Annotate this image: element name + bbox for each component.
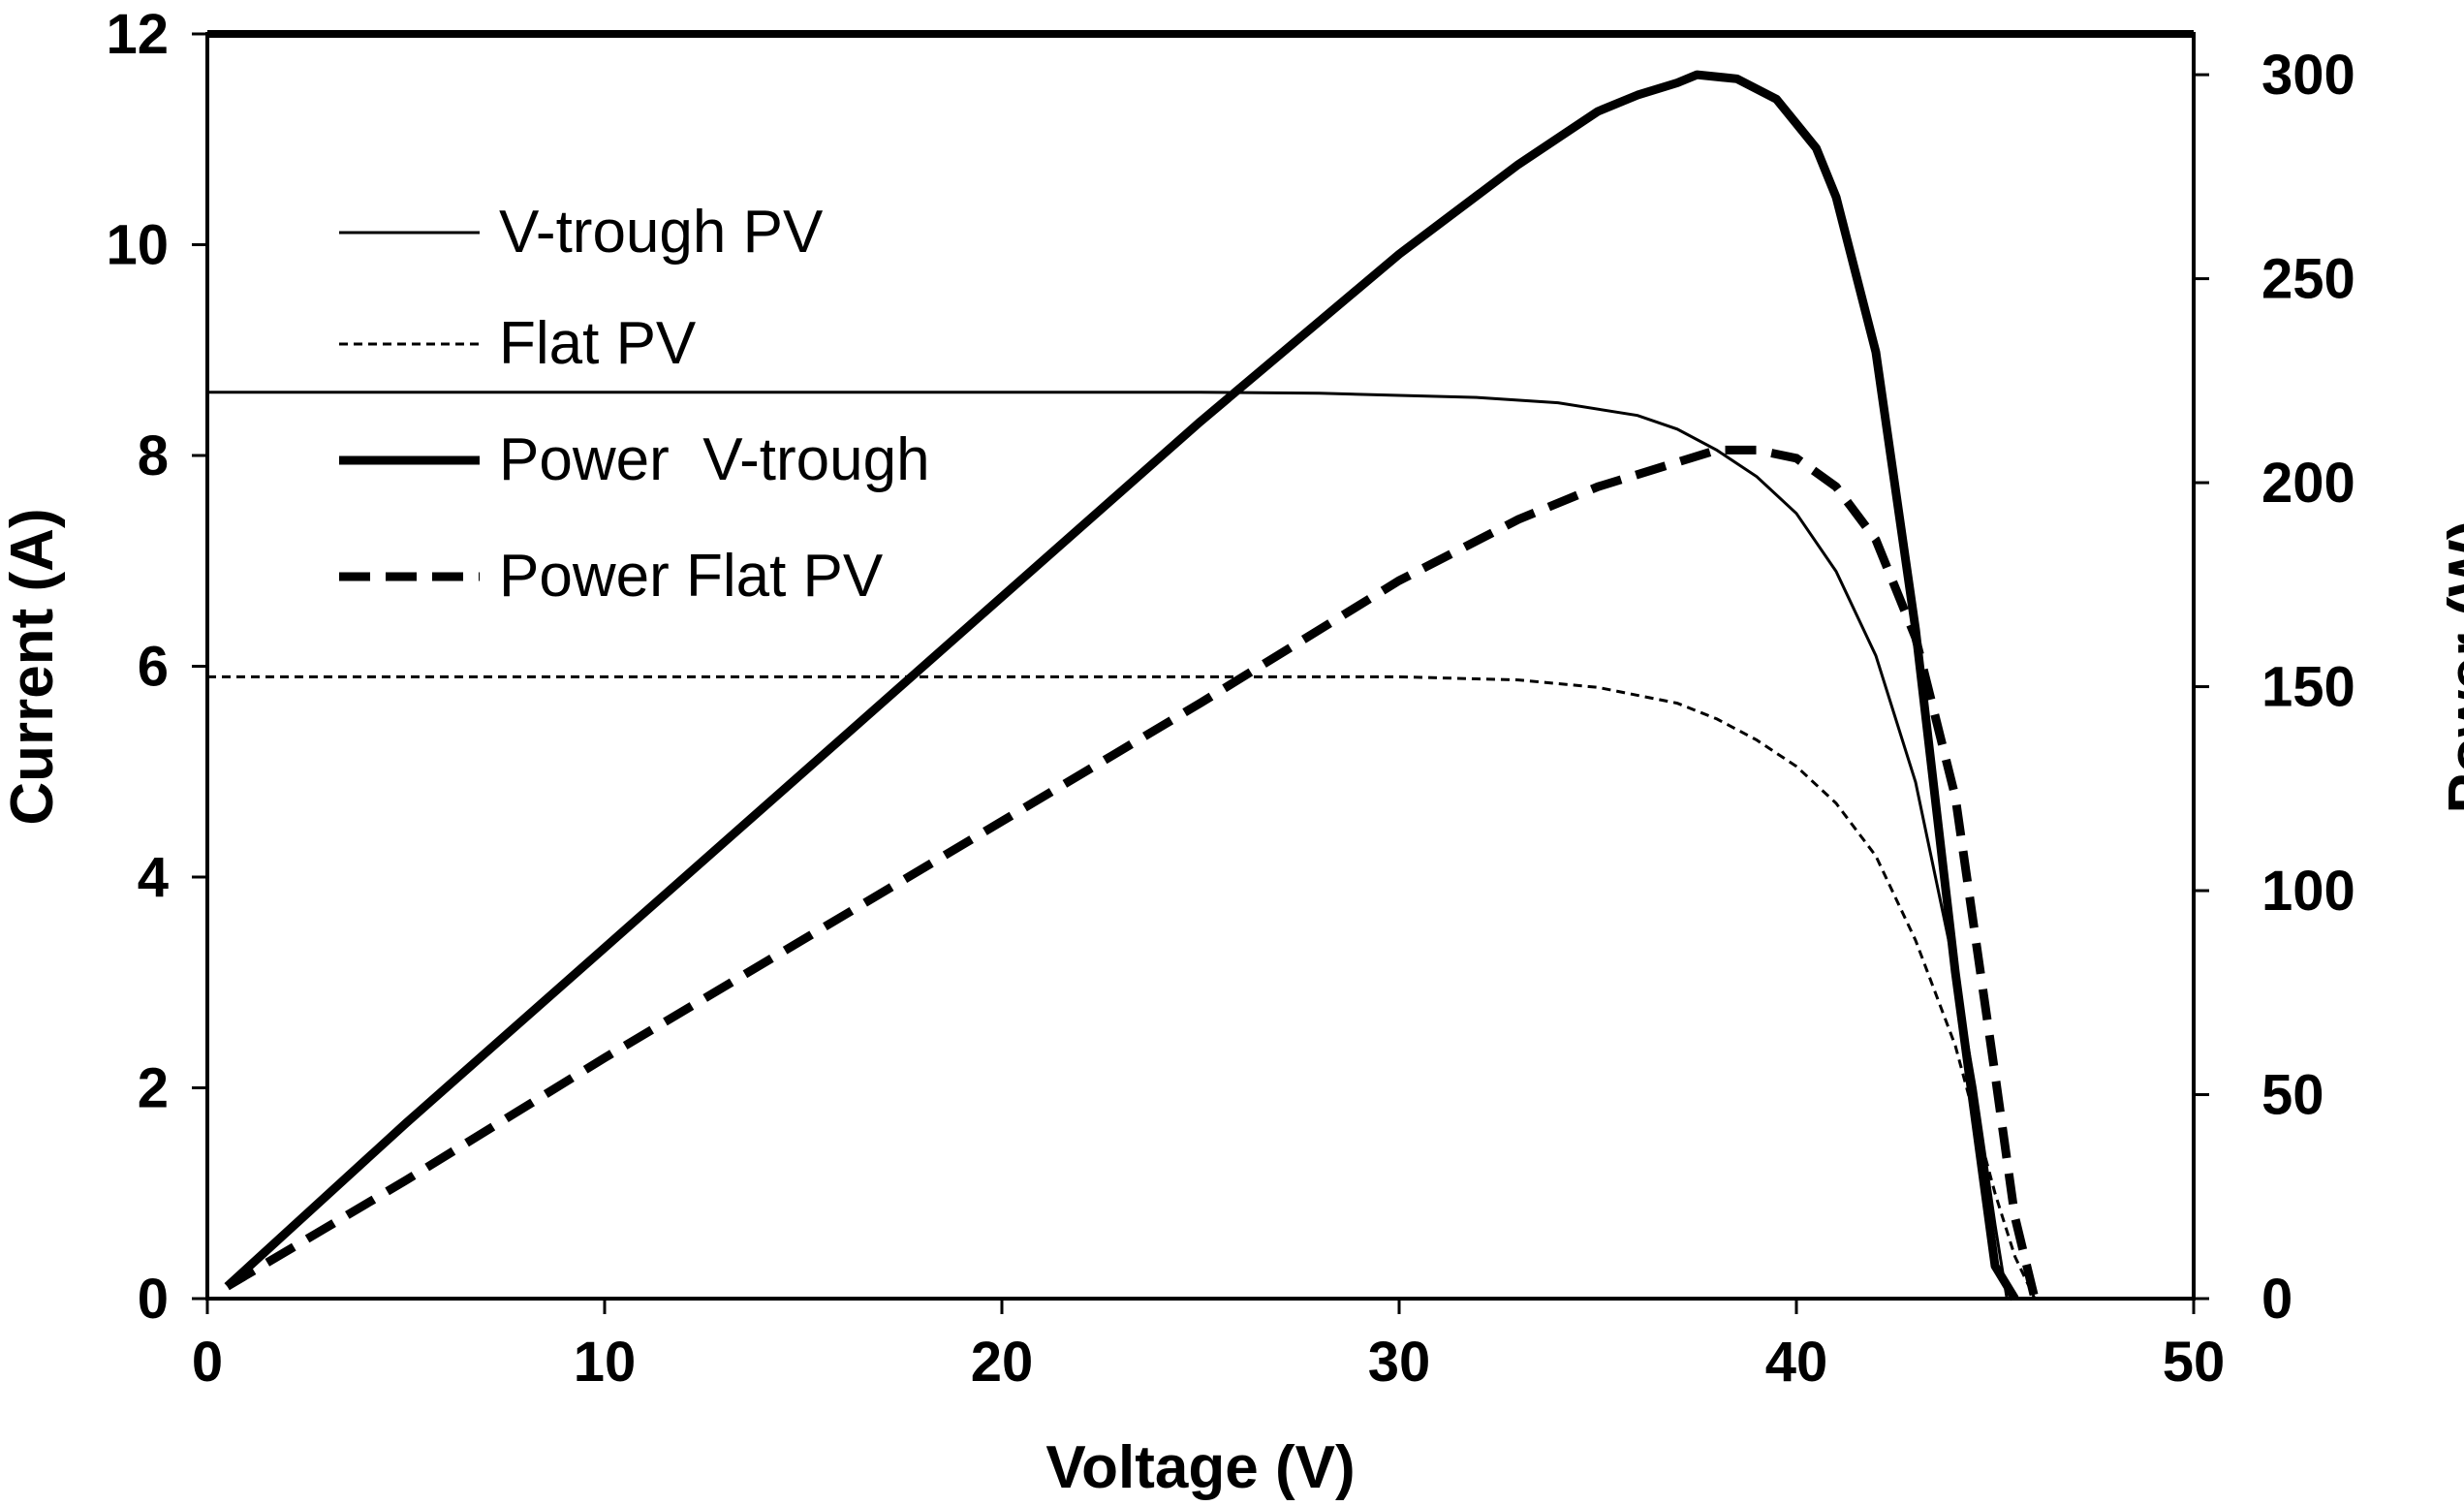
bottom-axis-ticks: 0 10 20 30 40 50: [192, 1299, 2225, 1394]
right-tick-label: 50: [2261, 1064, 2324, 1127]
left-axis-ticks: 0 2 4 6 8 10 12: [106, 3, 207, 1331]
series-line-power-v-trough: [224, 70, 2019, 1302]
series-group: [207, 70, 2040, 1302]
right-tick-label: 300: [2261, 44, 2355, 107]
legend-label-power-v-trough: Power V-trough: [499, 426, 930, 493]
series-line-power-flat-pv: [225, 445, 2040, 1301]
left-tick-label: 6: [138, 636, 169, 699]
right-tick-label: 150: [2261, 656, 2355, 719]
bottom-tick-label: 40: [1765, 1331, 1828, 1394]
left-tick-label: 4: [138, 846, 169, 909]
legend-label-flat-pv: Flat PV: [499, 310, 697, 377]
series-line-flat-pv: [207, 675, 2037, 1300]
right-axis-title: Power (W): [2437, 519, 2464, 813]
bottom-tick-label: 20: [971, 1331, 1034, 1394]
x-axis-title: Voltage (V): [1045, 1434, 1355, 1501]
legend: V-trough PV Flat PV Power V-trough Power…: [339, 199, 930, 610]
legend-label-power-flat-pv: Power Flat PV: [499, 543, 884, 610]
bottom-tick-label: 50: [2163, 1331, 2226, 1394]
left-tick-label: 2: [138, 1057, 169, 1120]
right-tick-label: 250: [2261, 248, 2355, 311]
right-tick-label: 200: [2261, 452, 2355, 515]
bottom-tick-label: 10: [574, 1331, 637, 1394]
right-axis-ticks: 0 50 100 150 200 250 300: [2194, 44, 2355, 1331]
legend-label-v-trough-pv: V-trough PV: [499, 199, 824, 266]
right-tick-label: 100: [2261, 860, 2355, 923]
left-axis-title: Current (A): [0, 508, 66, 825]
left-tick-label: 8: [138, 424, 169, 487]
right-tick-label: 0: [2261, 1268, 2292, 1331]
left-tick-label: 0: [138, 1268, 169, 1331]
series-line-v-trough-pv: [207, 391, 2009, 1300]
left-tick-label: 12: [106, 3, 169, 66]
bottom-tick-label: 0: [192, 1331, 223, 1394]
left-tick-label: 10: [106, 214, 169, 277]
bottom-tick-label: 30: [1368, 1331, 1431, 1394]
